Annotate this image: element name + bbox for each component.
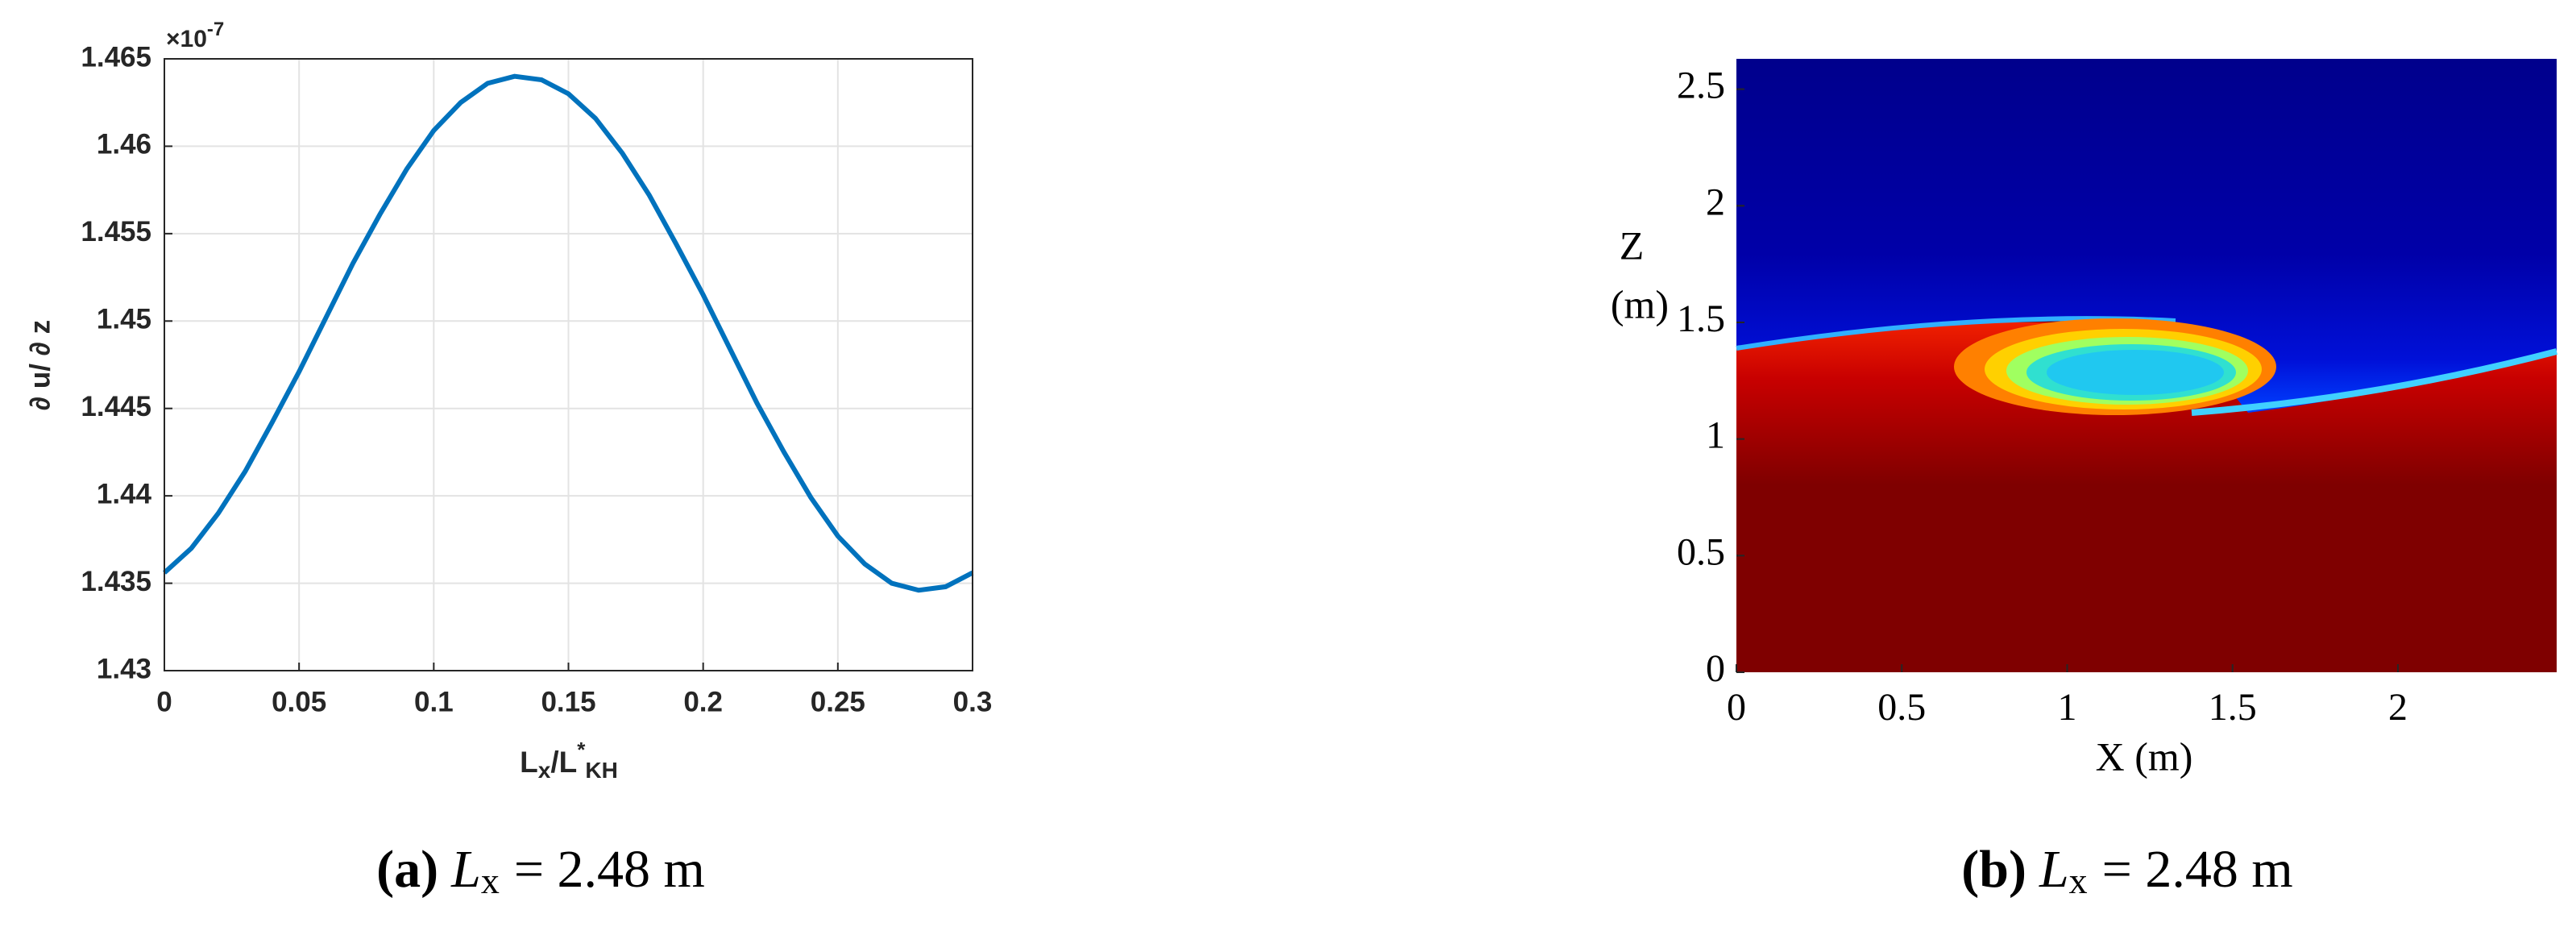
y-tick-label: 1.455 xyxy=(81,216,151,247)
x-axis-label-part: KH xyxy=(585,758,617,783)
caption-text: = 2.48 m xyxy=(2102,840,2293,899)
y-tick-label: 1.44 xyxy=(97,478,152,509)
x-tick-label: 2 xyxy=(2388,686,2408,729)
caption-tag: (b) xyxy=(1961,840,2026,899)
y-tick-label: 0 xyxy=(1706,647,1725,690)
y-axis-label: ∂ u/ ∂ z xyxy=(24,320,56,410)
chart: 0 0.05 0.1 0.15 0.2 0.25 0.3 1.43 1.435 1.44 1.445… xyxy=(24,19,992,900)
y-tick-label: 1 xyxy=(1706,414,1725,457)
caption-tag: (a) xyxy=(376,840,438,899)
caption-subscript: x xyxy=(2069,860,2088,901)
y-tick-label: 2 xyxy=(1706,181,1725,223)
x-tick-label: 0.1 xyxy=(414,686,454,717)
x-axis-label-part: /L xyxy=(550,746,577,779)
y-tick-label: 0.5 xyxy=(1677,530,1725,573)
x-tick-label: 0 xyxy=(1727,686,1746,729)
x-tick-label: 1.5 xyxy=(2209,686,2257,729)
x-axis-label: X (m) xyxy=(2096,734,2193,779)
x-axis-label: Lx/L*KH xyxy=(520,738,618,783)
y-axis-label: Z xyxy=(1620,222,1645,268)
caption-symbol: L xyxy=(450,840,481,899)
caption-text: = 2.48 m xyxy=(514,840,705,899)
y-tick-label: 1.465 xyxy=(81,41,151,73)
x-tick-label: 0.3 xyxy=(953,686,993,717)
x-tick-label: 0.25 xyxy=(811,686,865,717)
x-tick-label: 0.15 xyxy=(541,686,595,717)
x-tick-label: 0 xyxy=(156,686,172,717)
y-tick-label: 1.5 xyxy=(1677,297,1725,340)
heatmap-field xyxy=(1736,59,2558,672)
line xyxy=(162,73,974,593)
x-tick-label: 0.05 xyxy=(272,686,326,717)
caption: (b) Lx = 2.48 m xyxy=(1961,840,2292,900)
chart: 0 0.5 1 1.5 2 0 0.5 1 1.5 2 2.5 X (m) Z (m) (b) Lx = 2.4… xyxy=(1611,64,2408,901)
x-tick-label: 0.2 xyxy=(683,686,723,717)
y-tick-label: 1.435 xyxy=(81,566,151,597)
y-tick-label: 1.445 xyxy=(81,391,151,422)
x-axis-label-part: L xyxy=(520,746,538,779)
caption-subscript: x xyxy=(481,860,500,901)
x-tick-label: 1 xyxy=(2057,686,2076,729)
caption-symbol: L xyxy=(2039,840,2069,899)
multiplier-exponent: -7 xyxy=(207,19,224,40)
y-tick-label: 1.43 xyxy=(97,653,151,684)
x-tick-label: 0.5 xyxy=(1877,686,1926,729)
caption: (a) Lx = 2.48 m xyxy=(376,840,705,900)
y-tick-label: 2.5 xyxy=(1677,64,1725,107)
y-multiplier: ×10-7 xyxy=(166,19,224,52)
multiplier-base: ×10 xyxy=(166,26,207,52)
y-tick-label: 1.45 xyxy=(97,304,151,335)
y-axis-label: (m) xyxy=(1611,281,1669,326)
x-axis-label-part: x xyxy=(538,758,551,783)
x-axis-label-part: * xyxy=(577,738,586,762)
axes-box xyxy=(164,58,973,671)
y-tick-label: 1.46 xyxy=(97,129,151,160)
